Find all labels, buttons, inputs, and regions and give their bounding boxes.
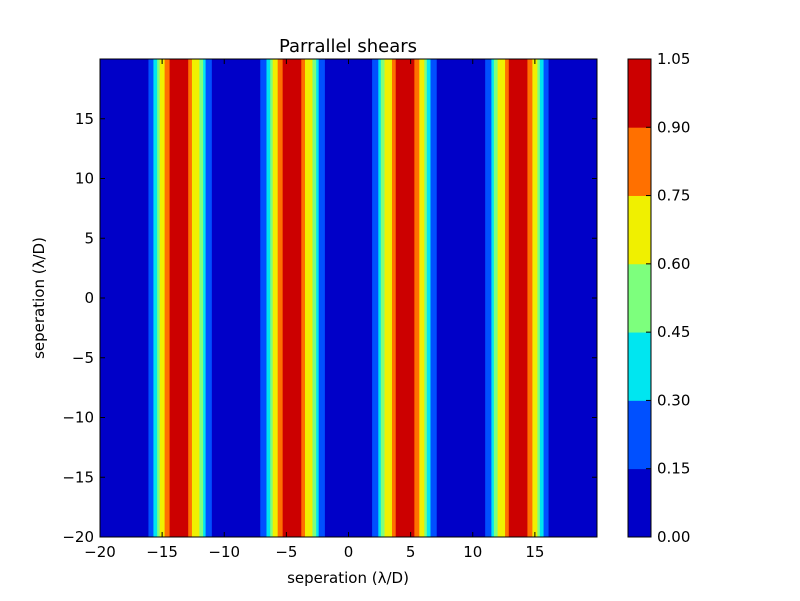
colorbar-swatch: [628, 400, 651, 470]
colorbar-tick-label: 1.05: [657, 50, 690, 68]
contour-band-segment: [380, 59, 385, 537]
contour-band-segment: [414, 59, 420, 537]
contour-band-segment: [508, 59, 528, 537]
y-tick-label: −20: [62, 528, 94, 546]
contour-band-segment: [277, 59, 284, 537]
contour-band-segment: [419, 59, 425, 537]
contour-band-segment: [543, 59, 549, 537]
contour-band-segment: [493, 59, 498, 537]
contour-band-segment: [205, 59, 213, 537]
contour-band-segment: [505, 59, 510, 537]
contour-band-segment: [203, 59, 207, 537]
contour-band-segment: [211, 59, 261, 537]
colorbar-swatch: [628, 332, 651, 401]
contour-band-segment: [266, 59, 271, 537]
x-tick-label: −10: [208, 543, 240, 561]
x-tick-label: 5: [406, 543, 416, 561]
colorbar-tick-label: 0.45: [657, 323, 690, 341]
colorbar-swatch: [628, 59, 651, 128]
colorbar-tick-label: 0.60: [657, 255, 690, 273]
colorbar-swatch: [628, 127, 651, 196]
colorbar-tick-label: 0.90: [657, 118, 690, 136]
contour-band-segment: [318, 59, 326, 537]
y-tick-label: 0: [84, 289, 94, 307]
contour-band-segment: [260, 59, 267, 537]
x-tick-label: −5: [275, 543, 297, 561]
colorbar-tick-label: 0.75: [657, 187, 690, 205]
contour-band-segment: [491, 59, 495, 537]
contour-band-segment: [316, 59, 320, 537]
contour-band-segment: [191, 59, 200, 537]
x-tick-label: 0: [344, 543, 354, 561]
contour-band-segment: [539, 59, 544, 537]
y-tick-label: 15: [75, 110, 94, 128]
contour-band-segment: [199, 59, 204, 537]
contour-band-segment: [301, 59, 306, 537]
chart-title: Parrallel shears: [279, 36, 417, 57]
contour-band-segment: [164, 59, 170, 537]
y-axis-label: seperation (λ/D): [30, 237, 48, 359]
colorbar-swatch: [628, 468, 651, 538]
x-axis-label: seperation (λ/D): [287, 569, 409, 587]
contour-band-segment: [395, 59, 415, 537]
x-tick-label: 15: [525, 543, 544, 561]
colorbar: 0.00 0.15 0.30 0.45 0.60 0.75 0.90 1.05: [627, 50, 690, 546]
contour-band-segment: [378, 59, 382, 537]
colorbar-frame: [627, 58, 652, 538]
contour-band-segment: [324, 59, 373, 537]
x-tick-label: −15: [146, 543, 178, 561]
contour-band-segment: [497, 59, 506, 537]
colorbar-tick-label: 0.15: [657, 460, 690, 478]
contour-band-segment: [270, 59, 274, 537]
colorbar-swatch: [628, 195, 651, 265]
contour-band-segment: [100, 59, 149, 537]
contour-band-segment: [391, 59, 397, 537]
x-tick-label: −20: [84, 543, 116, 561]
contour-band-segment: [485, 59, 492, 537]
colorbar-swatch: [628, 263, 651, 333]
y-axis: −20 −15 −10 −5 0 5 10 15: [62, 110, 597, 546]
contour-band-segment: [548, 59, 598, 537]
contour-band-segment: [312, 59, 317, 537]
contour-band-segment: [157, 59, 161, 537]
contour-band-segment: [153, 59, 158, 537]
contour-band-segment: [148, 59, 154, 537]
contour-band-segment: [537, 59, 541, 537]
contour-band-segment: [305, 59, 313, 537]
contour-band-segment: [169, 59, 189, 537]
contour-band-segment: [372, 59, 379, 537]
x-axis: −20 −15 −10 −5 0 5 10 15: [84, 59, 544, 561]
contour-band-segment: [282, 59, 302, 537]
contour-band-segment: [272, 59, 279, 537]
plot-area: [99, 58, 598, 538]
contour-band-segment: [436, 59, 486, 537]
y-tick-label: −15: [62, 468, 94, 486]
y-tick-label: −10: [62, 409, 94, 427]
contour-band-segment: [188, 59, 193, 537]
y-tick-label: 10: [75, 170, 94, 188]
y-tick-label: −5: [72, 349, 94, 367]
contour-band-segment: [159, 59, 166, 537]
y-tick-label: 5: [84, 229, 94, 247]
contour-band-segment: [426, 59, 431, 537]
colorbar-tick-label: 0.00: [657, 528, 690, 546]
contour-band-segment: [527, 59, 533, 537]
contour-band-segment: [532, 59, 538, 537]
contour-band-segment: [384, 59, 393, 537]
x-tick-label: 10: [463, 543, 482, 561]
colorbar-tick-label: 0.30: [657, 391, 690, 409]
contour-band-segment: [430, 59, 438, 537]
contour-band-segment: [424, 59, 428, 537]
